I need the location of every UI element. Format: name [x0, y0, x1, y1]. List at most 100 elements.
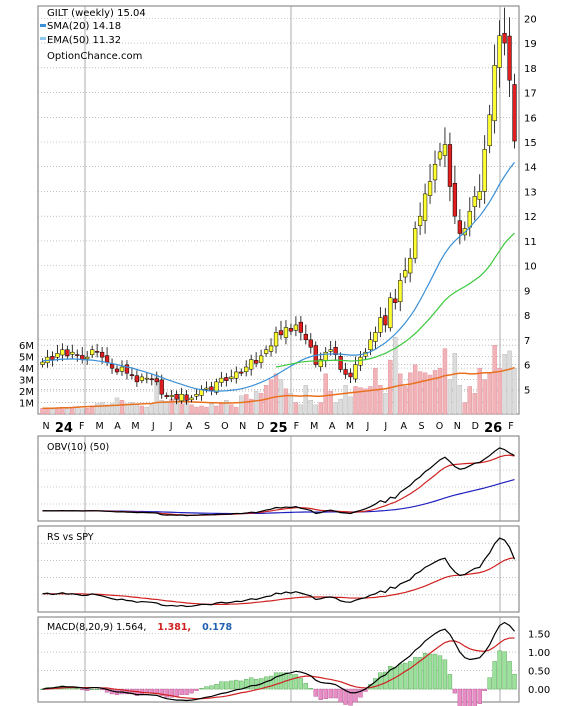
- macd-histogram-bar: [343, 688, 348, 705]
- macd-histogram-bar: [388, 666, 393, 690]
- candle-body: [50, 356, 55, 360]
- macd-histogram-bar: [169, 688, 174, 698]
- candle-body: [422, 193, 428, 221]
- volume-tick-label: 5M: [19, 353, 34, 364]
- price-tick-label: 13: [524, 187, 537, 198]
- source-label: OptionChance.com: [47, 51, 142, 62]
- volume-bar: [437, 367, 443, 415]
- macd-histogram-bar: [189, 688, 194, 694]
- volume-bar: [65, 408, 70, 415]
- macd-histogram-bar: [139, 688, 145, 695]
- candle-body: [368, 339, 373, 351]
- candle-body: [40, 361, 45, 365]
- x-tick-label: D: [472, 421, 479, 432]
- macd-histogram-bar: [492, 661, 497, 690]
- macd-histogram-bar: [293, 674, 299, 690]
- macd-histogram-bar: [288, 674, 294, 690]
- volume-bar: [507, 350, 512, 415]
- candle-body: [65, 349, 70, 357]
- candle-body: [283, 327, 289, 338]
- candle-body: [144, 377, 149, 380]
- macd-histogram-bar: [398, 663, 403, 690]
- price-panel: 20 19 18 17 16 15 14 13 12 11 10 9 8 7 6 5 6M5M4M3M2M1M…: [19, 5, 537, 415]
- volume-bar: [417, 371, 423, 415]
- x-tick-label: 25: [269, 421, 287, 436]
- price-tick-label: 18: [524, 64, 537, 75]
- candle-body: [408, 257, 413, 274]
- candle-body: [129, 374, 135, 376]
- volume-bar: [109, 403, 115, 415]
- macd-axis-labels: 1.50 1.00 0.50 0.00: [528, 630, 550, 696]
- candle-body: [209, 386, 214, 391]
- candle-body: [383, 315, 388, 326]
- macd-line: [42, 621, 515, 702]
- price-tick-label: 12: [524, 212, 537, 223]
- price-tick-label: 19: [524, 39, 537, 50]
- macd-histogram-bar: [159, 688, 164, 696]
- candle-body: [507, 35, 512, 81]
- candle-body: [95, 351, 100, 353]
- volume-bar: [358, 387, 363, 415]
- macd-histogram-bar: [452, 688, 458, 694]
- macd-histogram-bar: [348, 688, 353, 706]
- macd-signal-line: [42, 637, 515, 700]
- macd-histogram-bar: [244, 679, 249, 690]
- obv-line: [42, 447, 515, 517]
- volume-bar: [70, 408, 75, 415]
- volume-bar: [457, 385, 463, 415]
- x-tick-label: F: [294, 421, 299, 432]
- candle-body: [502, 33, 507, 44]
- volume-bar: [467, 386, 472, 415]
- volume-bar: [293, 402, 299, 415]
- macd-histogram-bar: [234, 679, 239, 690]
- volume-bar: [343, 385, 348, 415]
- candle-body: [174, 394, 179, 400]
- macd-histogram-bar: [497, 650, 502, 690]
- candle-body: [239, 371, 244, 374]
- candle-body: [457, 220, 462, 234]
- ema50-line: [275, 232, 515, 368]
- volume-bar: [442, 348, 448, 415]
- macd-histogram-bar: [253, 679, 259, 690]
- macd-histogram-bar: [174, 688, 179, 697]
- price-legend: GILT (weekly) 15.04 SMA(20) 14.18 EMA(50…: [40, 8, 146, 62]
- macd-histogram-bar: [209, 685, 214, 690]
- macd-tick-label: 0.00: [528, 685, 550, 696]
- candle-body: [219, 377, 224, 383]
- volume-bar: [403, 386, 408, 415]
- volume-bar: [338, 398, 343, 415]
- volume-bar: [139, 405, 145, 415]
- price-tick-label: 16: [524, 113, 537, 124]
- volume-bar: [214, 405, 219, 415]
- volume-bar: [234, 406, 239, 415]
- x-tick-label: J: [169, 421, 173, 432]
- candle-body: [169, 395, 174, 397]
- candle-body: [472, 196, 477, 207]
- volume-bar: [477, 367, 482, 415]
- volume-bar: [308, 400, 313, 415]
- macd-histogram-bar: [437, 655, 443, 690]
- x-tick-label: D: [257, 421, 264, 432]
- volume-bar: [497, 367, 502, 415]
- x-tick-label: M: [346, 421, 354, 432]
- macd-histogram-bar: [477, 688, 482, 704]
- candle-body: [119, 366, 125, 372]
- macd-histogram-bar: [164, 688, 169, 698]
- macd-histogram-bar: [432, 653, 438, 690]
- candle-body: [159, 379, 164, 395]
- volume-bar: [487, 372, 492, 415]
- candle-body: [288, 328, 294, 332]
- candle-body: [90, 349, 95, 356]
- macd-histogram-bar: [273, 672, 279, 690]
- macd-histogram-bar: [214, 683, 219, 690]
- candle-body: [318, 359, 323, 368]
- volume-bar: [239, 395, 244, 415]
- candle-body: [467, 210, 472, 228]
- candle-body: [323, 351, 328, 361]
- candle-body: [104, 355, 110, 363]
- macd-histogram-bar: [184, 688, 189, 695]
- volume-bar: [373, 367, 378, 415]
- x-axis-labels: N 24 F M A M J J A S O N D 25 F M A M J J A S O N D 26 F: [42, 421, 513, 436]
- x-tick-label: N: [42, 421, 49, 432]
- volume-tick-label: 2M: [19, 387, 34, 398]
